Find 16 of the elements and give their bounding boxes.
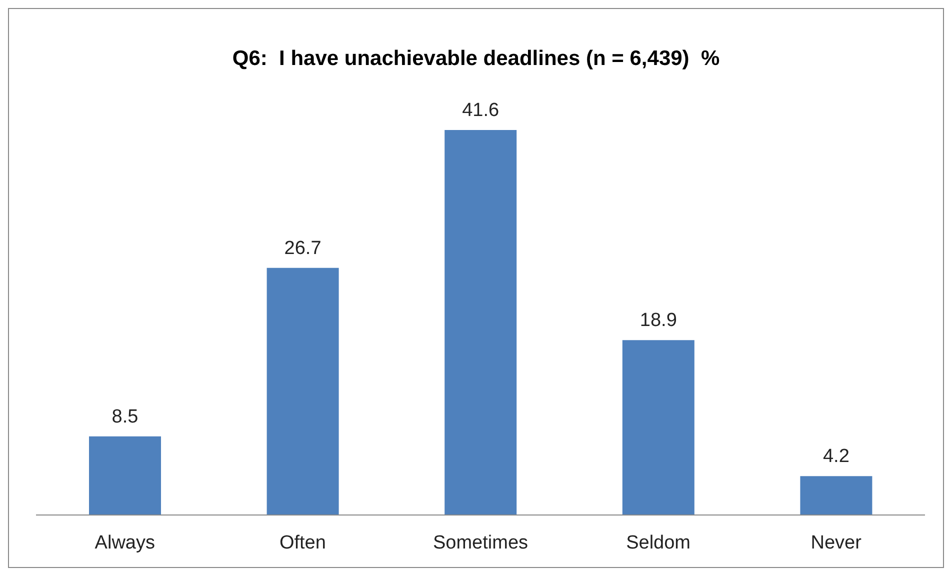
x-tick-label: Seldom — [626, 532, 691, 554]
data-label: 18.9 — [640, 310, 677, 332]
x-tick-label: Sometimes — [432, 532, 528, 554]
data-label: 41.6 — [462, 100, 500, 121]
x-tick-label: Often — [279, 532, 326, 554]
data-label: 26.7 — [284, 238, 322, 259]
data-label: 8.5 — [112, 406, 138, 428]
bar — [89, 436, 161, 515]
x-tick-label: Always — [94, 532, 155, 554]
x-tick-label: Never — [810, 532, 862, 554]
bar — [266, 268, 339, 515]
chart-title: Q6: I have unachievable deadlines (n = 6,439) % — [231, 47, 721, 71]
data-label: 4.2 — [822, 446, 850, 468]
bar — [444, 130, 517, 515]
bar — [622, 340, 694, 515]
bar — [800, 476, 872, 515]
